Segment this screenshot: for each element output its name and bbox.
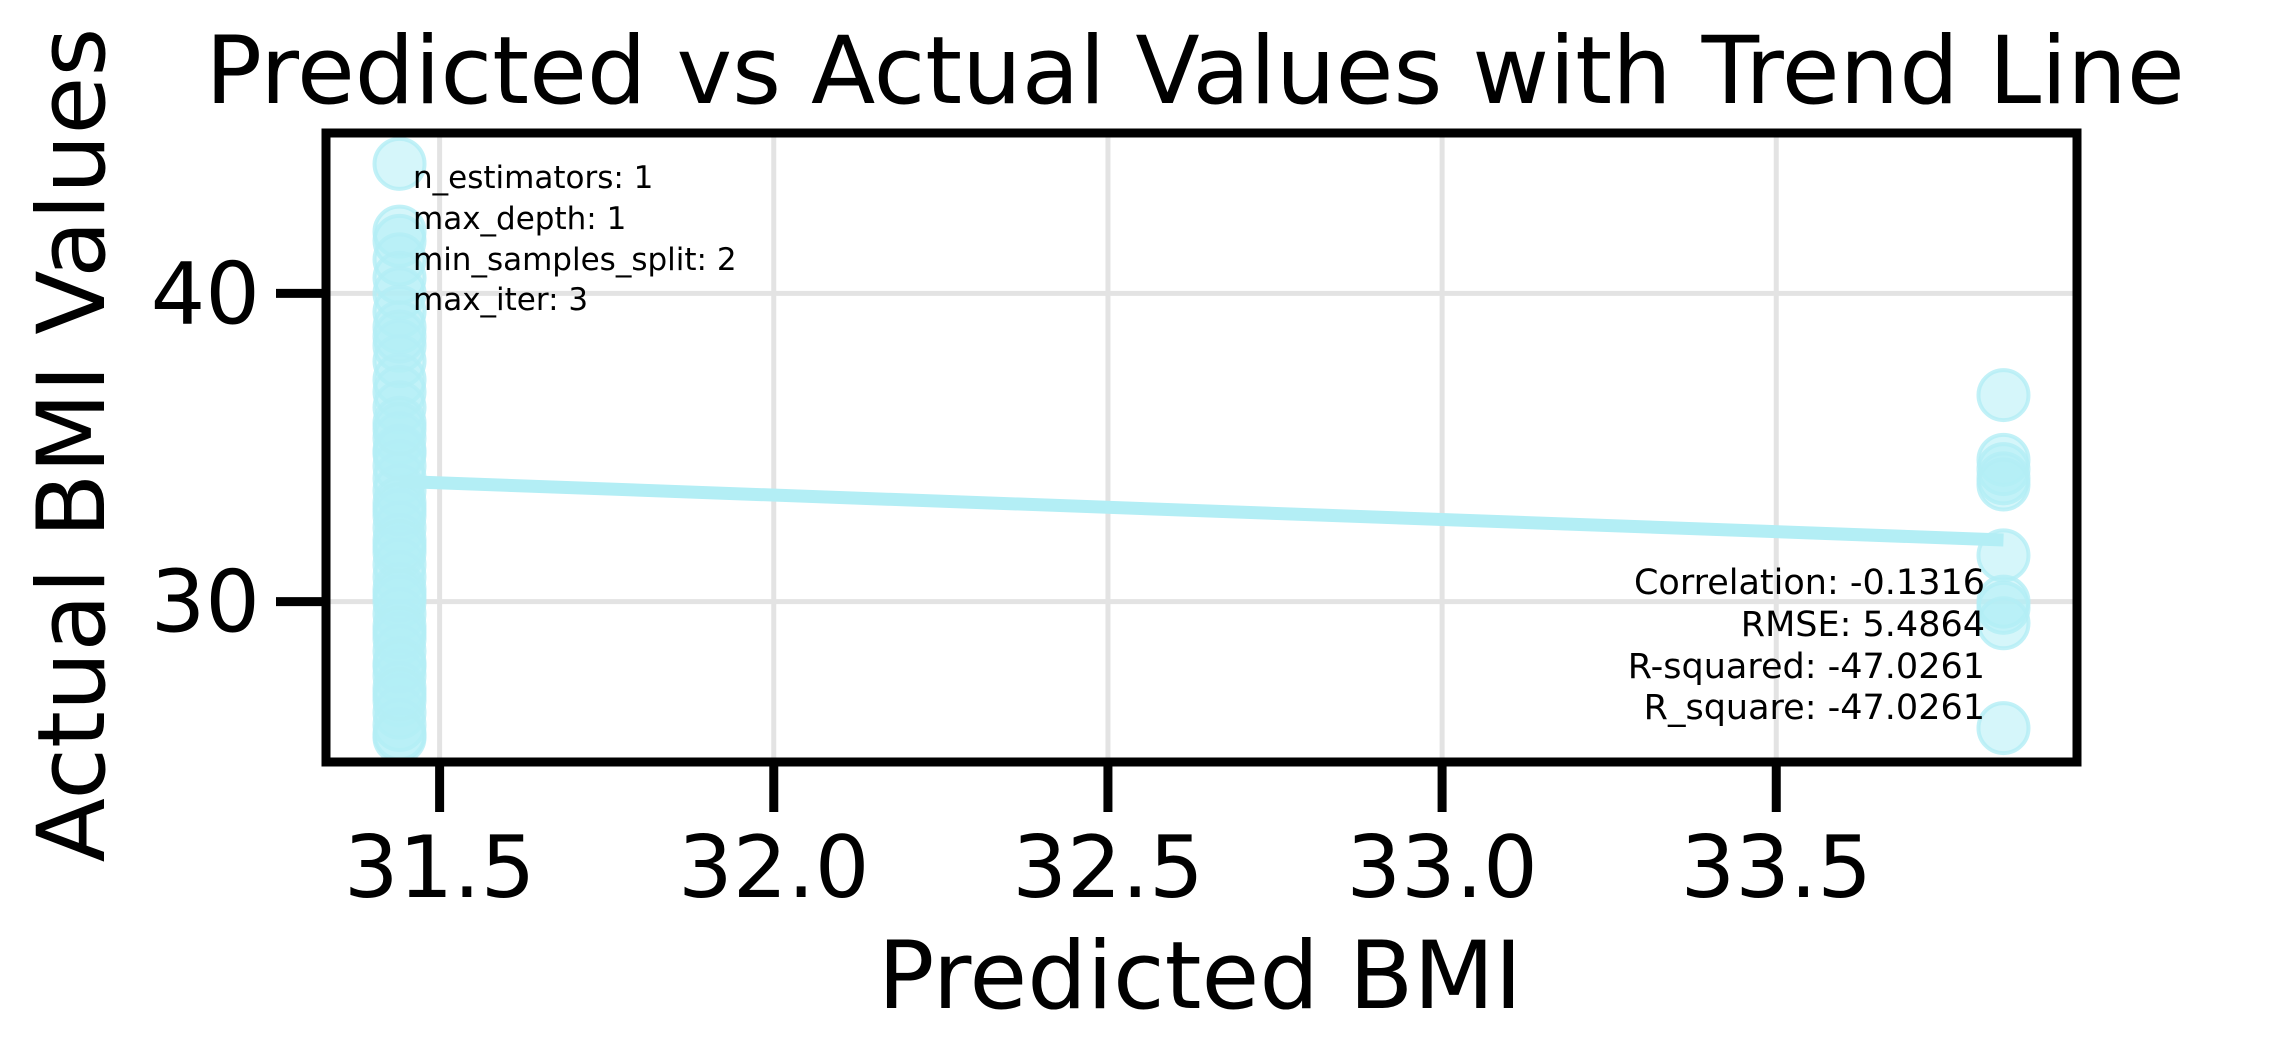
axis-ticks-layer: 31.5 32.0 32.5 33.0 33.5 30 40	[151, 244, 1872, 918]
plot-frame	[321, 128, 2082, 767]
data-point	[1976, 701, 2031, 756]
y-tick-label: 30	[151, 553, 260, 653]
data-point	[372, 136, 427, 191]
metric-rmse: RMSE: 5.4864	[1741, 605, 1985, 645]
param-max-iter: max_iter: 3	[413, 282, 588, 318]
params-annotation: n_estimators: 1 max_depth: 1 min_samples…	[413, 160, 737, 318]
chart-title: Predicted vs Actual Values with Trend Li…	[205, 17, 2184, 126]
data-point	[1976, 457, 2031, 512]
trend-line-layer	[399, 474, 2004, 547]
data-point	[1976, 596, 2031, 651]
trend-line	[399, 474, 2004, 547]
metric-correlation: Correlation: -0.1316	[1634, 563, 1985, 603]
metric-r-square: R_square: -47.0261	[1644, 688, 1985, 728]
x-tick-label: 32.0	[678, 818, 869, 918]
data-point	[1976, 368, 2031, 423]
data-point	[372, 519, 427, 574]
grid-layer	[326, 133, 2077, 762]
metrics-annotation: Correlation: -0.1316 RMSE: 5.4864 R-squa…	[1628, 563, 1985, 728]
y-tick-label: 40	[151, 244, 260, 344]
x-axis-label: Predicted BMI	[878, 922, 1522, 1031]
x-tick-label: 31.5	[344, 818, 535, 918]
param-n-estimators: n_estimators: 1	[413, 160, 653, 196]
x-tick-label: 32.5	[1012, 818, 1203, 918]
y-axis-label: Actual BMI Values	[18, 28, 127, 863]
data-point	[372, 667, 427, 722]
data-point	[372, 309, 427, 364]
data-point	[372, 402, 427, 456]
param-max-depth: max_depth: 1	[413, 201, 626, 237]
param-min-samples-split: min_samples_split: 2	[413, 242, 737, 278]
data-points-layer	[372, 136, 2031, 765]
metric-r-squared: R-squared: -47.0261	[1628, 647, 1985, 687]
x-tick-label: 33.5	[1681, 818, 1872, 918]
x-tick-label: 33.0	[1346, 818, 1537, 918]
